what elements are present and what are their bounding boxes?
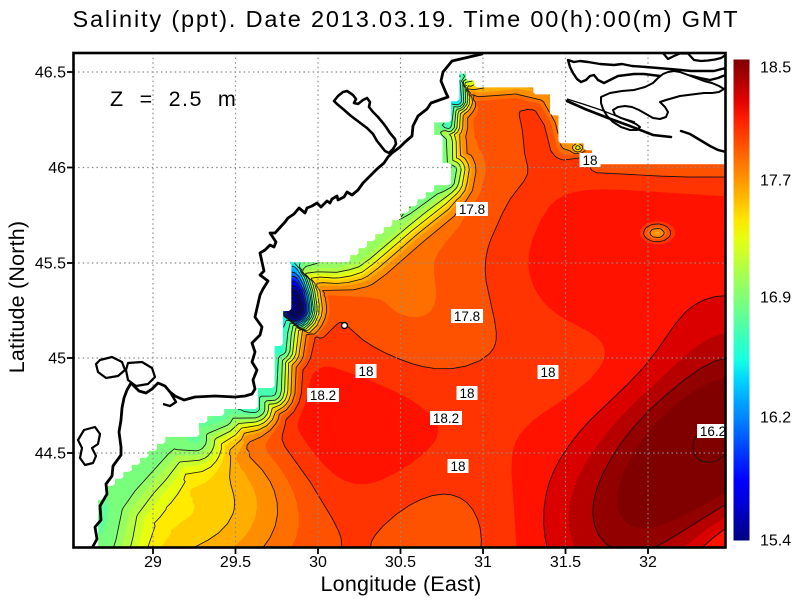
svg-text:17.7: 17.7 (760, 173, 791, 190)
svg-text:46: 46 (48, 160, 66, 177)
svg-text:29: 29 (144, 554, 162, 571)
svg-text:15.4: 15.4 (760, 533, 791, 550)
svg-text:Latitude (North): Latitude (North) (5, 221, 29, 374)
svg-text:46.5: 46.5 (35, 65, 66, 82)
svg-text:32: 32 (639, 554, 657, 571)
svg-text:16.2: 16.2 (700, 424, 726, 439)
svg-text:18: 18 (540, 365, 555, 380)
svg-text:30.5: 30.5 (385, 554, 416, 571)
svg-text:Salinity (ppt). Date 2013.03.1: Salinity (ppt). Date 2013.03.19. Time 00… (73, 6, 740, 32)
svg-text:31: 31 (474, 554, 492, 571)
svg-text:18.2: 18.2 (310, 388, 336, 403)
svg-text:16.9: 16.9 (760, 290, 791, 307)
svg-text:29.5: 29.5 (220, 554, 251, 571)
svg-text:Longitude (East): Longitude (East) (321, 572, 482, 596)
svg-text:45: 45 (48, 351, 66, 368)
svg-text:17.8: 17.8 (454, 309, 480, 324)
svg-text:18: 18 (582, 153, 597, 168)
svg-text:45.5: 45.5 (35, 256, 66, 273)
svg-text:44.5: 44.5 (35, 446, 66, 463)
svg-text:31.5: 31.5 (550, 554, 581, 571)
svg-text:18: 18 (358, 364, 373, 379)
svg-text:18.5: 18.5 (760, 60, 791, 77)
svg-text:16.2: 16.2 (760, 410, 791, 427)
svg-text:18: 18 (450, 459, 465, 474)
svg-text:17.8: 17.8 (459, 202, 485, 217)
svg-text:30: 30 (309, 554, 327, 571)
svg-text:Z = 2.5 m: Z = 2.5 m (110, 87, 237, 111)
svg-text:18: 18 (459, 386, 474, 401)
svg-text:18.2: 18.2 (433, 411, 459, 426)
